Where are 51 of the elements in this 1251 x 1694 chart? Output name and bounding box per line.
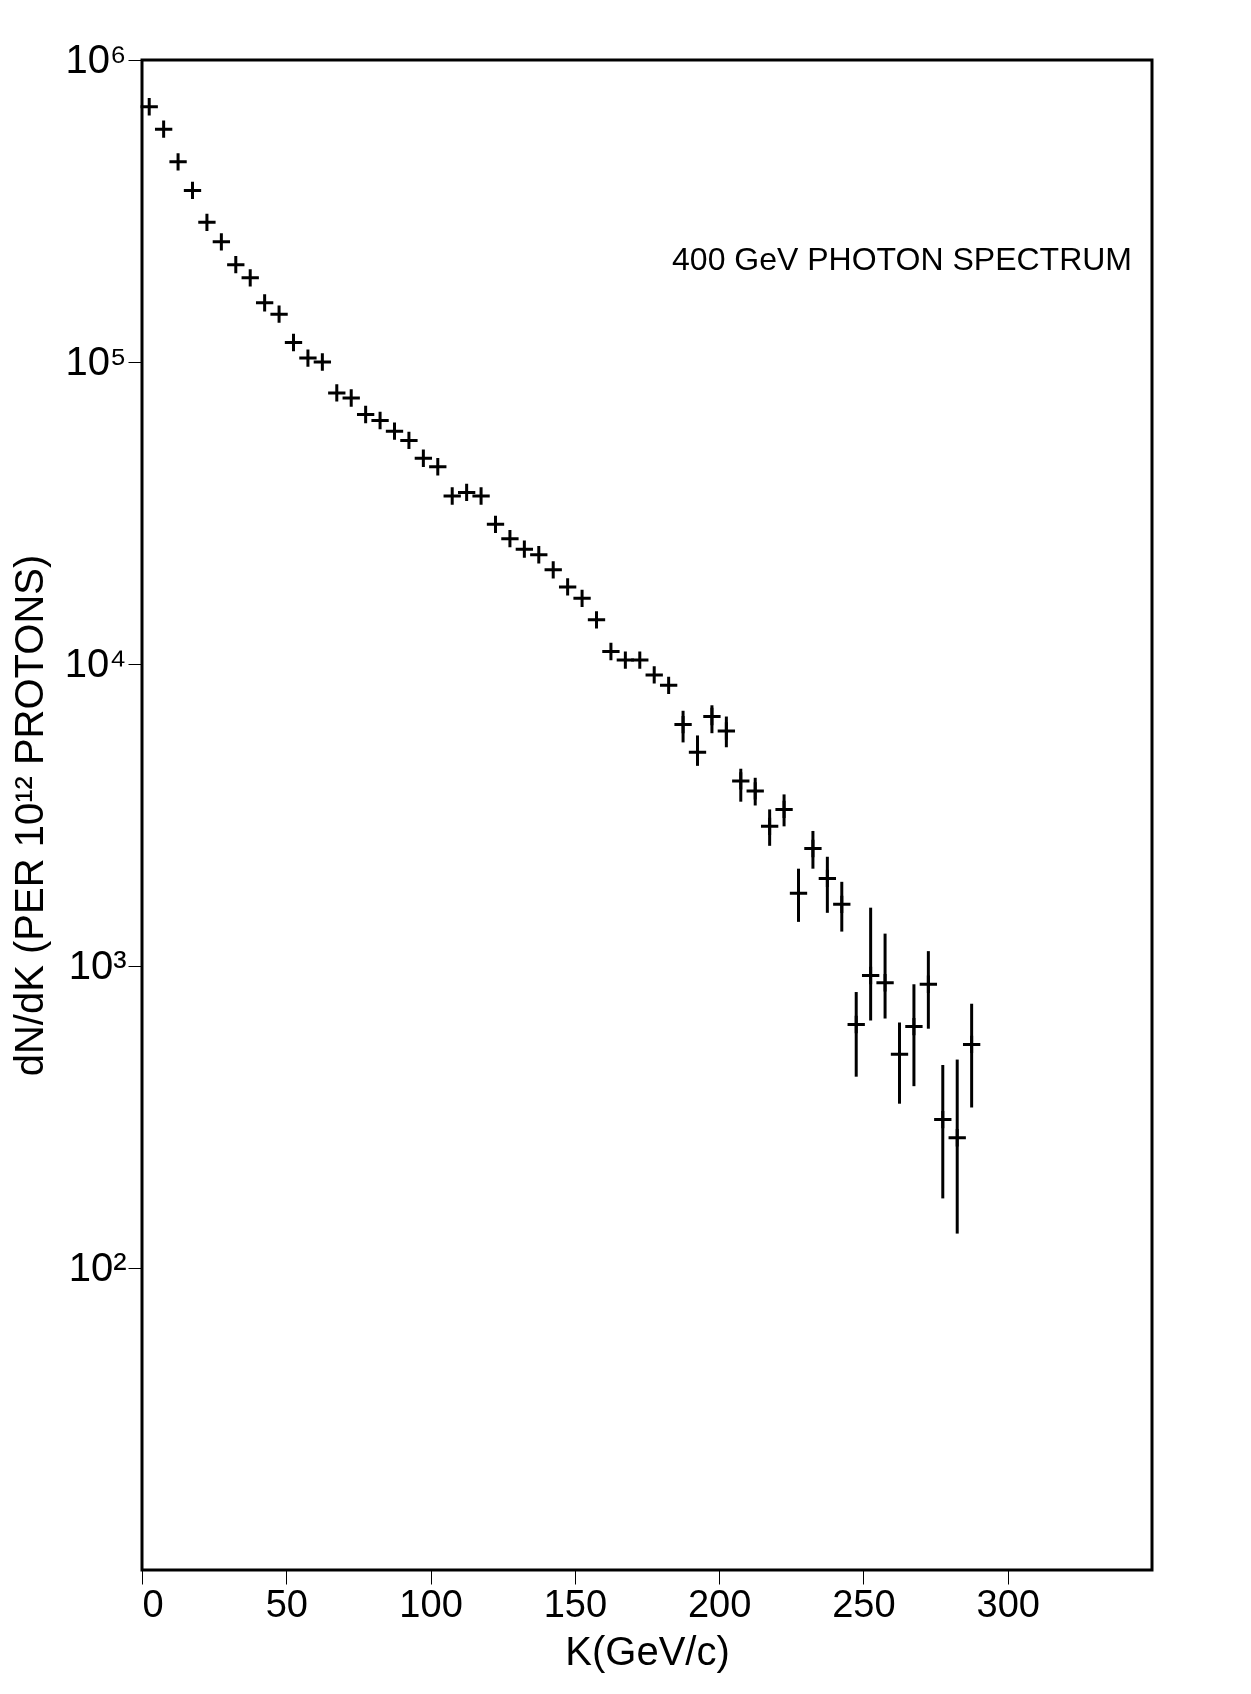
point bbox=[312, 351, 333, 373]
point bbox=[514, 539, 535, 560]
point bbox=[600, 641, 622, 662]
point bbox=[369, 410, 391, 431]
x-tick-label: 250 bbox=[832, 1582, 896, 1625]
x-axis-title: K(GeV/c) bbox=[565, 1628, 730, 1673]
point bbox=[326, 382, 347, 404]
point bbox=[557, 576, 578, 598]
point bbox=[398, 430, 420, 451]
y-tick-label: 10³ bbox=[68, 942, 127, 987]
point bbox=[196, 212, 218, 233]
point bbox=[341, 387, 362, 409]
point bbox=[571, 588, 593, 609]
point bbox=[485, 514, 506, 535]
point bbox=[211, 231, 232, 252]
y-axis-title: dN/dK (PER 10¹² PROTONS) bbox=[6, 554, 51, 1077]
x-tick-label: 100 bbox=[399, 1582, 463, 1625]
x-tick-label: 150 bbox=[543, 1582, 608, 1625]
point bbox=[629, 649, 650, 671]
point bbox=[528, 544, 549, 565]
point bbox=[283, 332, 304, 353]
point bbox=[413, 448, 434, 469]
y-tick-label: 10² bbox=[68, 1244, 127, 1289]
point bbox=[139, 96, 160, 117]
point bbox=[167, 151, 189, 173]
point bbox=[427, 456, 448, 477]
point bbox=[355, 404, 376, 425]
point bbox=[470, 485, 492, 507]
point bbox=[586, 609, 607, 631]
point bbox=[644, 664, 665, 686]
annotation: 400 GeV PHOTON SPECTRUM bbox=[672, 241, 1132, 277]
point bbox=[268, 304, 290, 325]
x-tick-label: 300 bbox=[976, 1582, 1040, 1625]
point bbox=[543, 559, 564, 581]
point bbox=[499, 528, 521, 549]
point bbox=[182, 180, 203, 201]
point bbox=[153, 119, 174, 140]
point bbox=[384, 421, 405, 442]
y-tick-label: 10⁵ bbox=[65, 338, 127, 383]
point bbox=[240, 267, 261, 288]
y-tick-label: 10⁶ bbox=[65, 36, 127, 81]
point bbox=[297, 347, 319, 369]
y-tick-label: 10⁴ bbox=[64, 640, 127, 685]
point bbox=[442, 485, 463, 507]
x-tick-label: 50 bbox=[265, 1582, 308, 1625]
point bbox=[658, 675, 679, 696]
point bbox=[254, 292, 275, 313]
x-tick-label: 200 bbox=[687, 1582, 752, 1625]
point bbox=[456, 482, 477, 503]
point bbox=[225, 254, 246, 275]
x-tick-label: 0 bbox=[142, 1582, 164, 1625]
